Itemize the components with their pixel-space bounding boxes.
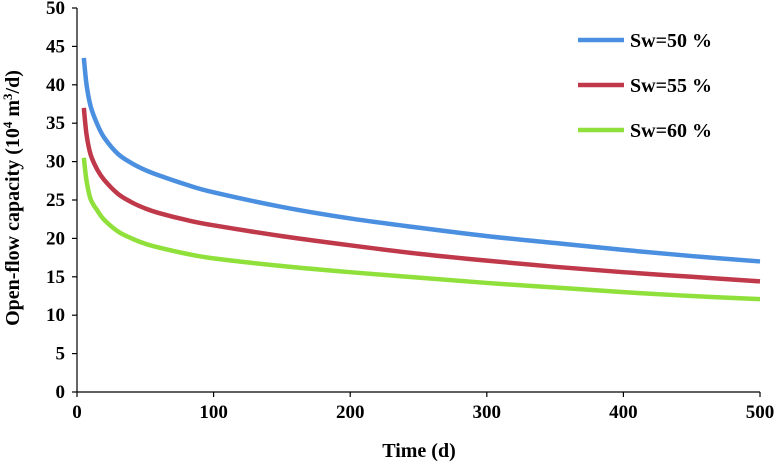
series-line-3 bbox=[81, 157, 761, 302]
y-tick-label: 30 bbox=[46, 152, 65, 173]
y-tick-label: 40 bbox=[46, 75, 65, 96]
y-tick-label: 20 bbox=[46, 228, 65, 249]
series-line-2 bbox=[81, 107, 761, 284]
y-tick-label: 35 bbox=[46, 113, 65, 134]
series-line-1 bbox=[81, 57, 761, 264]
x-tick-label: 500 bbox=[746, 402, 775, 423]
y-axis-title-main: Open-flow capacity (10 bbox=[2, 128, 24, 326]
y-axis-title-end: /d) bbox=[2, 70, 24, 94]
y-tick-label: 0 bbox=[56, 382, 66, 403]
y-tick-label: 45 bbox=[46, 36, 65, 57]
legend: Sw=50 % Sw=55 % Sw=60 % bbox=[578, 30, 712, 142]
legend-label-2: Sw=55 % bbox=[630, 75, 712, 97]
y-axis-title-sup1: 4 bbox=[0, 121, 15, 128]
legend-label-3: Sw=60 % bbox=[630, 120, 712, 142]
y-tick-label: 50 bbox=[46, 0, 65, 19]
x-tick-label: 0 bbox=[72, 402, 82, 423]
legend-label-1: Sw=50 % bbox=[630, 30, 712, 52]
x-axis-title: Time (d) bbox=[382, 440, 456, 462]
series-lines bbox=[81, 57, 761, 302]
y-axis-title: Open-flow capacity (104 m3/d) bbox=[0, 70, 24, 326]
x-tick-label: 100 bbox=[199, 402, 228, 423]
x-tick-label: 300 bbox=[473, 402, 502, 423]
y-tick-label: 5 bbox=[56, 344, 66, 365]
y-tick-label: 15 bbox=[46, 267, 65, 288]
y-tick-label: 10 bbox=[46, 305, 65, 326]
y-tick-label: 25 bbox=[46, 190, 65, 211]
y-axis-title-sup2: 3 bbox=[0, 93, 15, 100]
x-tick-label: 200 bbox=[336, 402, 365, 423]
x-tick-label: 400 bbox=[609, 402, 638, 423]
y-axis-title-mid: m bbox=[2, 100, 24, 122]
